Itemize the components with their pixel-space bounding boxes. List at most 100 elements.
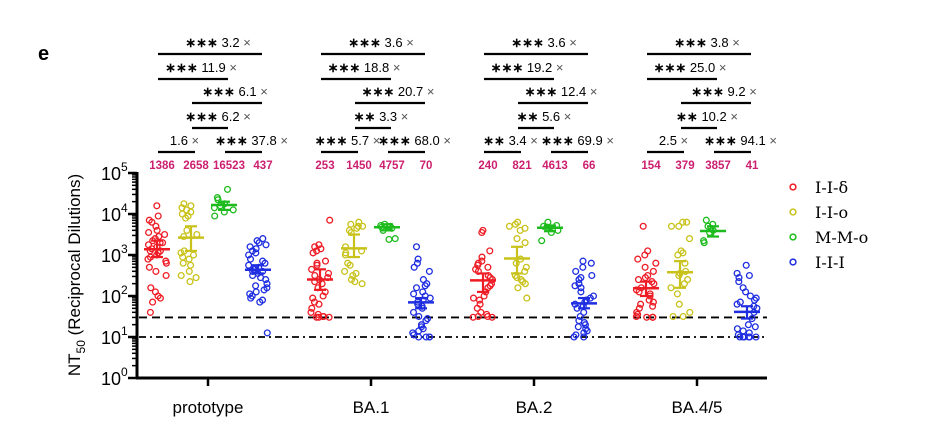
- significance-stars: ∗∗∗: [491, 60, 527, 75]
- fold-change: 2.5: [659, 133, 681, 148]
- data-point: [577, 284, 585, 292]
- data-point: [634, 276, 643, 284]
- fold-suffix: ×: [590, 84, 598, 99]
- data-point: [421, 282, 429, 290]
- legend-marker: [789, 233, 797, 241]
- comparison-label: ∗∗∗ 19.2 ×: [491, 60, 564, 75]
- comparison-label: ∗∗∗ 25.0 ×: [654, 60, 727, 75]
- data-point: [180, 200, 188, 208]
- y-tick-exponent: 4: [121, 201, 128, 215]
- data-point: [702, 216, 710, 224]
- data-point: [263, 280, 271, 288]
- y-tick-label: 10: [101, 246, 121, 266]
- fold-suffix: ×: [681, 133, 689, 148]
- data-point: [410, 290, 418, 298]
- data-point: [675, 222, 683, 230]
- fold-change: 6.2: [222, 109, 244, 124]
- data-point: [183, 226, 191, 234]
- fold-change: 5.6: [542, 109, 564, 124]
- data-point: [637, 300, 645, 308]
- data-point: [341, 267, 349, 275]
- data-point: [313, 261, 321, 269]
- data-point: [571, 282, 579, 290]
- data-point: [146, 308, 154, 316]
- significance-stars: ∗∗∗: [362, 84, 398, 99]
- gmt-label: 1450: [346, 160, 372, 172]
- gmt-label: 4613: [542, 160, 568, 172]
- data-point: [153, 202, 161, 210]
- significance-stars: ∗∗∗: [202, 84, 238, 99]
- data-point: [700, 239, 708, 247]
- data-point: [521, 267, 529, 275]
- data-point: [154, 212, 162, 220]
- data-point: [351, 278, 359, 286]
- data-point: [412, 243, 421, 251]
- data-point: [410, 263, 418, 271]
- data-point: [308, 265, 316, 273]
- data-point: [488, 313, 496, 321]
- fold-suffix: ×: [280, 133, 288, 148]
- data-point: [261, 259, 269, 267]
- data-point: [745, 329, 753, 337]
- data-point: [358, 280, 366, 288]
- data-point: [475, 296, 484, 304]
- gmt-label: 821: [512, 160, 532, 172]
- data-point: [355, 218, 363, 226]
- data-point: [572, 267, 580, 275]
- data-point: [412, 284, 421, 292]
- data-point: [752, 333, 760, 341]
- comparison-label: ∗∗∗ 6.2 ×: [185, 109, 251, 124]
- data-point: [415, 333, 423, 341]
- data-point: [634, 255, 642, 263]
- comparison-label: ∗∗∗ 94.1 ×: [704, 133, 777, 148]
- significance-stars: ∗∗∗: [185, 35, 221, 50]
- data-point: [667, 222, 676, 230]
- gmt-label: 437: [253, 160, 272, 172]
- comparison-label: ∗∗∗ 37.8 ×: [215, 133, 288, 148]
- fold-suffix: ×: [406, 35, 414, 50]
- data-point: [735, 274, 743, 282]
- data-point: [308, 304, 316, 312]
- data-point: [733, 269, 741, 277]
- data-point: [587, 259, 595, 267]
- data-point: [686, 308, 694, 316]
- fold-suffix: ×: [393, 60, 401, 75]
- fold-suffix: ×: [556, 60, 564, 75]
- significance-stars: ∗∗∗: [185, 109, 221, 124]
- y-tick-label: 10: [101, 205, 121, 225]
- data-point: [570, 333, 578, 341]
- data-point: [321, 257, 330, 265]
- data-point: [229, 206, 237, 214]
- data-point: [185, 267, 193, 275]
- y-tick-exponent: 3: [121, 242, 128, 256]
- fold-change: 20.7: [398, 84, 427, 99]
- data-point: [162, 271, 170, 280]
- data-point: [580, 329, 588, 337]
- y-tick-label: 10: [101, 164, 121, 184]
- significance-stars: ∗∗∗: [315, 133, 351, 148]
- data-point: [192, 274, 200, 282]
- gmt-label: 2658: [183, 160, 209, 172]
- data-point: [478, 257, 486, 265]
- data-point: [649, 302, 657, 310]
- fold-change: 19.2: [527, 60, 556, 75]
- data-point: [673, 290, 681, 298]
- data-point: [161, 230, 169, 239]
- significance-stars: ∗∗: [354, 109, 379, 124]
- comparison-label: ∗∗∗ 68.0 ×: [378, 133, 451, 148]
- data-point: [513, 274, 521, 282]
- significance-stars: ∗∗∗: [525, 84, 561, 99]
- y-tick-label: 10: [101, 287, 121, 307]
- data-point: [425, 267, 433, 275]
- data-point: [669, 312, 677, 321]
- y-axis-title-main: NT: [65, 353, 84, 376]
- data-point: [514, 284, 522, 292]
- data-point: [580, 308, 588, 316]
- data-point: [262, 276, 270, 284]
- data-point: [162, 259, 170, 267]
- fold-change: 69.9: [577, 133, 606, 148]
- gmt-label: 70: [420, 160, 433, 172]
- data-point: [346, 261, 354, 269]
- data-point: [147, 284, 155, 292]
